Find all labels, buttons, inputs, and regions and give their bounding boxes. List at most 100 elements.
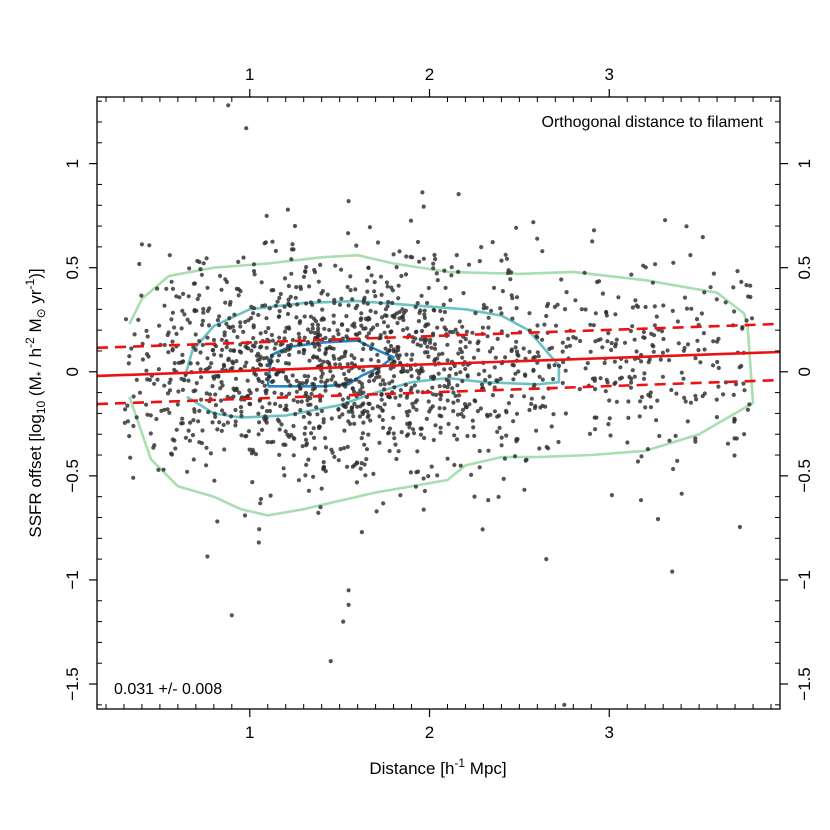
data-point (435, 473, 440, 478)
data-point (221, 422, 226, 427)
data-point (375, 404, 380, 409)
data-point (470, 418, 475, 423)
data-point (263, 388, 268, 394)
data-point (455, 412, 461, 417)
data-point (476, 372, 481, 377)
data-point (239, 413, 244, 418)
data-point (418, 432, 423, 437)
data-point (231, 328, 236, 334)
data-point (652, 304, 657, 309)
data-point (352, 324, 357, 329)
data-point (629, 376, 634, 381)
data-point (477, 465, 482, 470)
data-point (699, 311, 705, 316)
data-point (420, 190, 425, 195)
data-point (414, 329, 419, 334)
data-point (170, 286, 176, 291)
data-point (319, 374, 324, 379)
data-point (136, 317, 141, 322)
data-point (235, 334, 240, 340)
data-point (632, 337, 637, 342)
data-point (596, 338, 601, 343)
data-point (307, 420, 312, 425)
data-point (486, 448, 491, 453)
data-point (166, 350, 171, 355)
data-point (467, 340, 472, 345)
data-point (333, 362, 338, 367)
data-point (251, 336, 256, 341)
data-point (314, 405, 319, 410)
data-point (382, 330, 387, 335)
data-point (305, 394, 310, 399)
data-point (464, 405, 469, 410)
data-point (647, 357, 652, 362)
data-point (381, 501, 386, 506)
data-point (243, 319, 248, 324)
data-point (457, 393, 462, 398)
data-point (266, 326, 271, 331)
data-point (213, 414, 218, 419)
data-point (225, 420, 230, 425)
data-point (593, 311, 598, 316)
data-point (167, 410, 172, 415)
data-point (340, 412, 345, 417)
data-point (252, 371, 257, 376)
annotation-title: Orthogonal distance to filament (542, 114, 764, 131)
data-point (514, 295, 520, 300)
data-point (354, 480, 359, 485)
data-point (294, 285, 299, 290)
data-point (358, 466, 363, 471)
data-point (606, 331, 611, 336)
data-point (278, 404, 283, 409)
data-point (419, 367, 424, 372)
data-point (391, 252, 396, 257)
data-point (396, 449, 401, 454)
data-point (629, 380, 634, 385)
y-title-b: (M (26, 376, 45, 401)
y-title-a: SSFR offset [log (26, 414, 45, 537)
y-tick-label-right: 1 (795, 159, 814, 168)
data-point (277, 309, 282, 314)
data-point (700, 235, 705, 240)
data-point (192, 308, 197, 313)
data-point (418, 343, 423, 348)
data-point (562, 307, 568, 312)
data-point (702, 391, 707, 396)
data-point (552, 363, 557, 368)
data-point (716, 384, 721, 389)
data-point (454, 253, 459, 258)
data-point (187, 266, 192, 271)
data-point (197, 440, 202, 445)
data-point (422, 315, 427, 320)
data-point (701, 331, 707, 336)
data-point (386, 394, 392, 399)
data-point (465, 433, 470, 439)
data-point (465, 373, 470, 378)
data-point (494, 378, 499, 383)
data-point (308, 314, 313, 319)
data-point (152, 381, 157, 386)
data-point (348, 274, 353, 279)
fit-line (96, 350, 781, 378)
data-point (445, 456, 450, 461)
data-point (201, 306, 206, 312)
data-point (685, 342, 691, 347)
data-point (329, 377, 334, 382)
data-point (366, 331, 371, 336)
data-point (290, 373, 295, 378)
data-point (354, 243, 359, 248)
data-point (339, 322, 345, 327)
data-point (156, 367, 161, 372)
data-point (249, 348, 254, 353)
data-point (506, 401, 511, 406)
data-point (732, 309, 737, 314)
data-point (731, 285, 736, 290)
data-point (195, 361, 200, 366)
data-point (380, 408, 385, 413)
y-tick-label-right: −1.5 (795, 667, 814, 701)
data-point (365, 414, 370, 420)
data-point (267, 306, 272, 311)
data-point (323, 380, 328, 385)
data-point (655, 398, 660, 403)
data-point (229, 613, 234, 618)
